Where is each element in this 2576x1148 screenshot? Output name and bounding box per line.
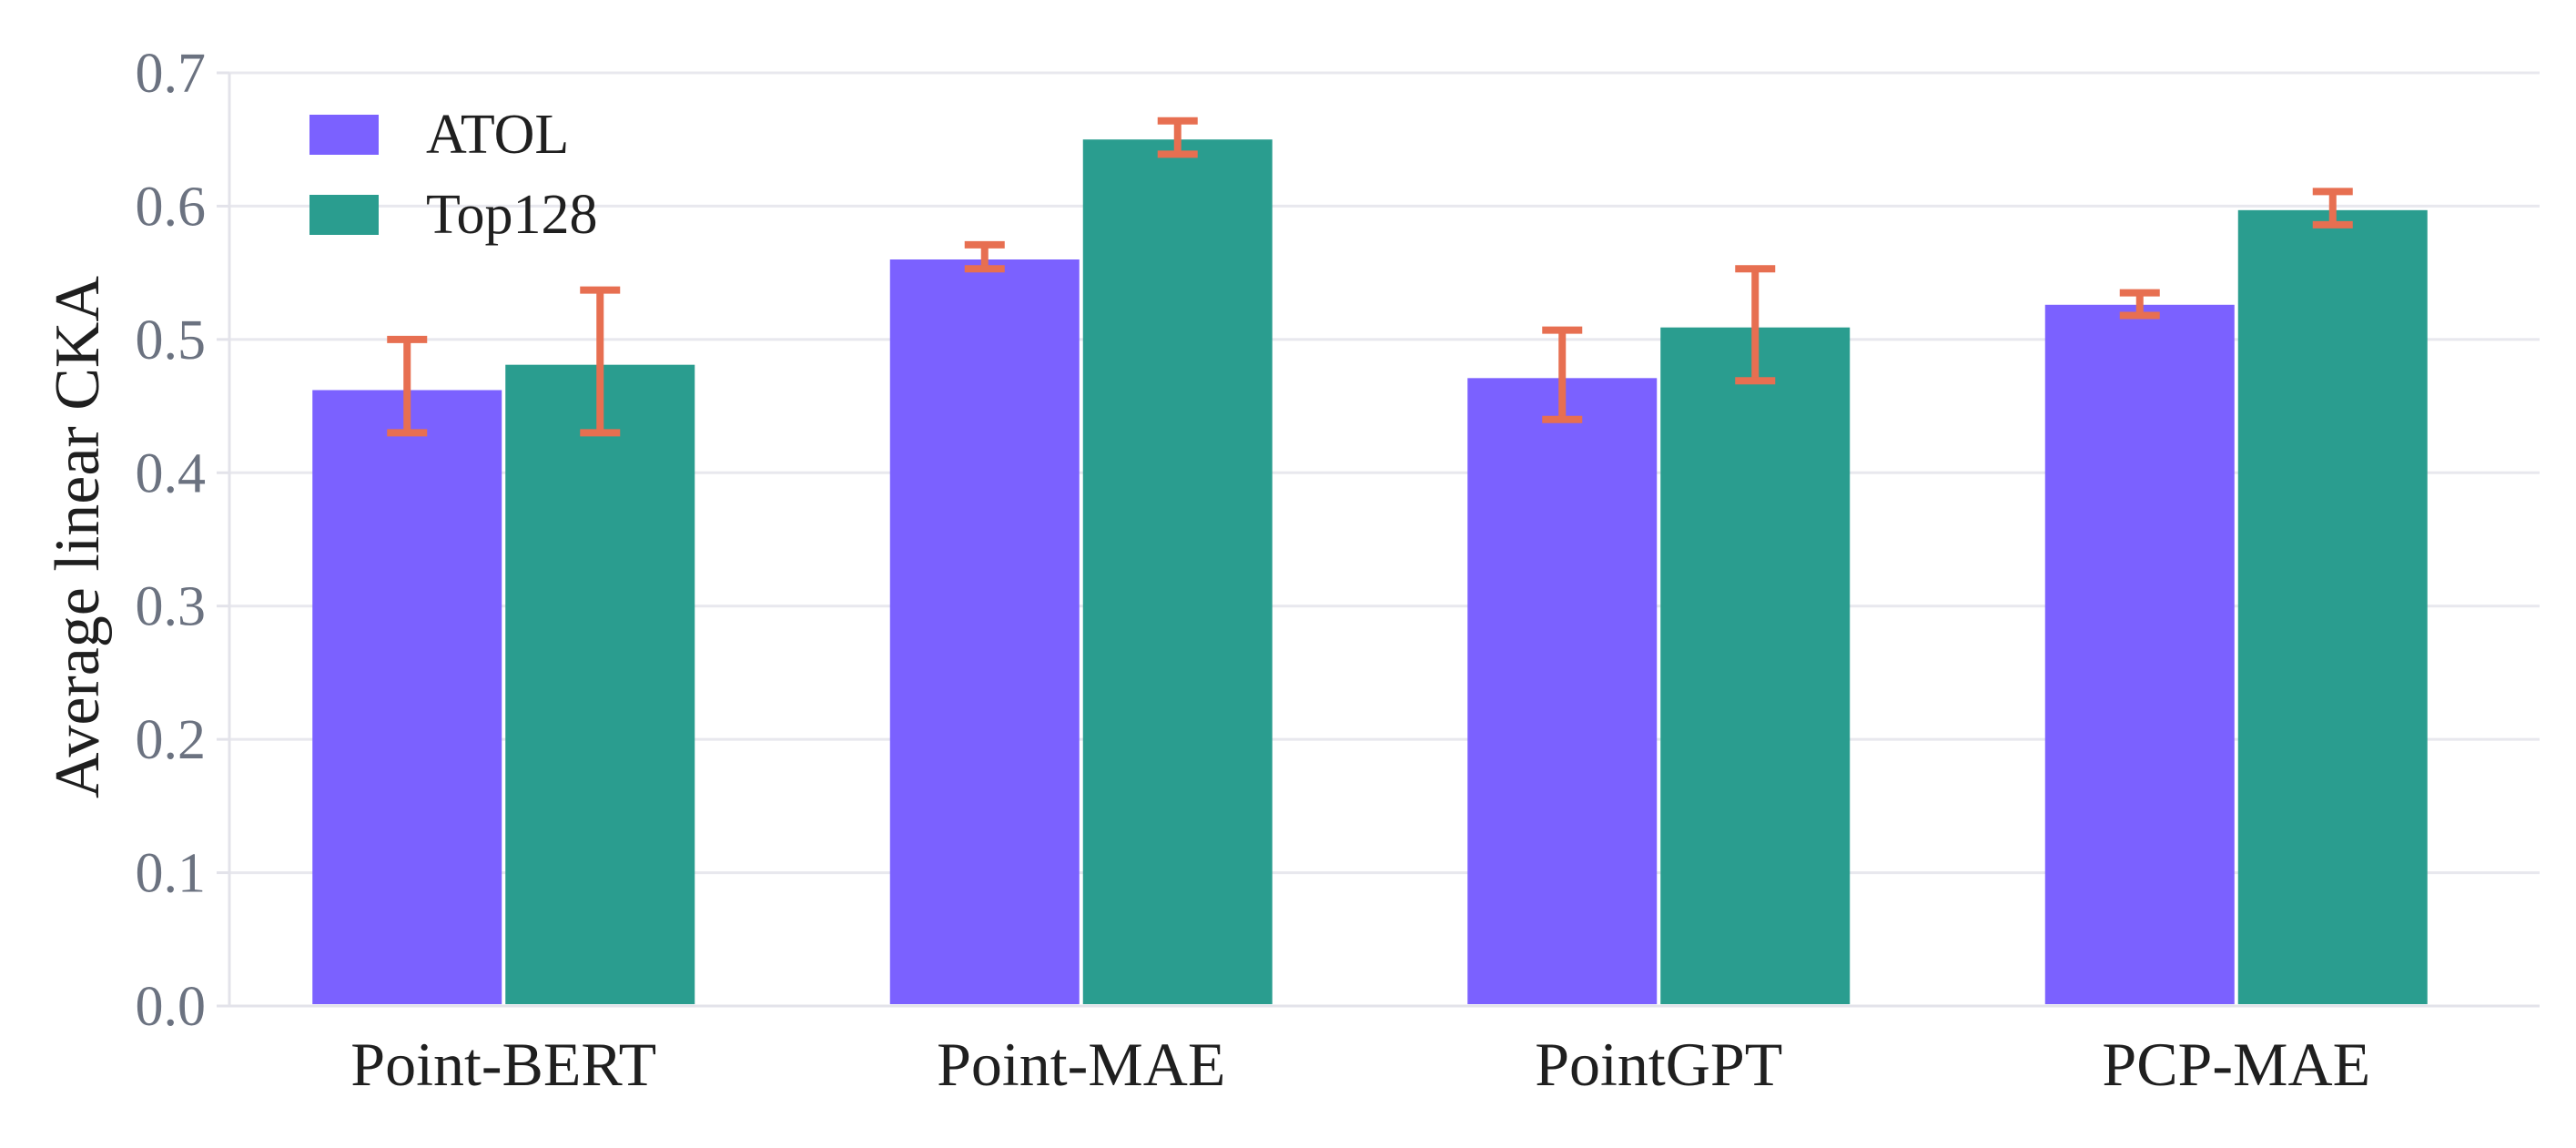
axes: Average linear CKA 0.0 0.1 0.2 0.3 0.4 0.5 0.6… [43,43,2540,1099]
error-bar [1157,117,1198,158]
y-tick-label: 0.7 [136,43,207,105]
bar-atol-point-mae [889,259,1080,1004]
error-bar [1542,326,1583,423]
error-bar [964,240,1005,273]
bar-top128-point-bert [505,364,695,1004]
bar-top128-point-mae [1082,139,1273,1004]
y-tick-label: 0.4 [136,442,207,504]
bar-atol-pcp-mae [2044,304,2235,1004]
bar-atol-point-bert [312,390,502,1004]
error-bar [1735,265,1776,385]
error-bar [580,286,621,437]
legend: ATOL Top128 [309,104,598,246]
legend-label: ATOL [426,104,569,166]
y-tick-label: 0.5 [136,310,207,371]
y-tick-label: 0.2 [136,709,207,771]
bar-top128-pointgpt [1660,327,1851,1004]
error-bar [2119,289,2160,320]
y-tick-label: 0.3 [136,576,207,638]
legend-swatch [309,115,379,155]
bars [312,139,2428,1005]
x-tick-label: Point-BERT [350,1030,656,1099]
x-tick-label: PointGPT [1535,1030,1782,1099]
bar-atol-pointgpt [1467,378,1658,1005]
error-bars [387,117,2353,437]
bar-top128-pcp-mae [2237,209,2428,1005]
legend-swatch [309,195,379,235]
y-tick-label: 0.0 [136,976,207,1038]
y-axis-label: Average linear CKA [43,276,113,798]
legend-item-top128: Top128 [309,184,598,246]
y-tick-label: 0.1 [136,843,207,905]
x-tick-label: Point-MAE [937,1030,1225,1099]
error-bar [2312,188,2353,229]
x-tick-label: PCP-MAE [2102,1030,2370,1099]
legend-item-atol: ATOL [309,104,569,166]
error-bar [387,335,428,437]
y-tick-label: 0.6 [136,176,207,238]
legend-label: Top128 [426,184,598,246]
